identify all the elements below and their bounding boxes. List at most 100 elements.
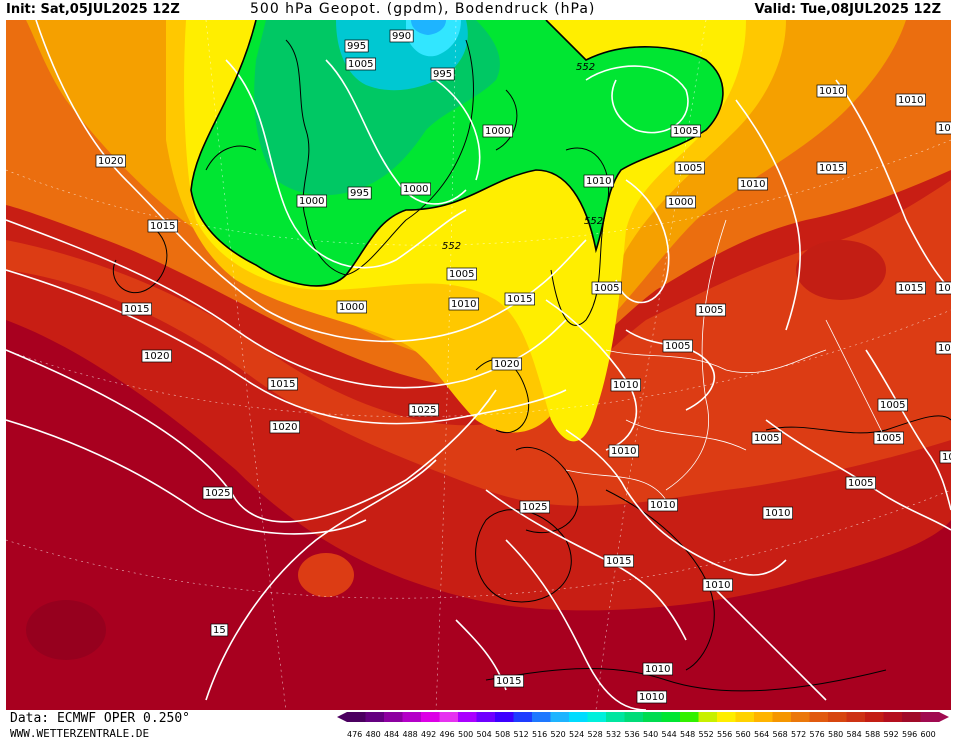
svg-text:1015: 1015 xyxy=(819,163,844,174)
init-time: Init: Sat,05JUL2025 12Z xyxy=(6,2,180,17)
isobar-label: 1015 xyxy=(935,121,951,135)
legend-swatch xyxy=(587,712,607,722)
legend-swatch xyxy=(402,712,422,722)
isobar-label: 1020 xyxy=(491,357,522,371)
legend-tick-label: 508 xyxy=(495,730,510,739)
legend-tick-label: 512 xyxy=(514,730,529,739)
svg-text:1015: 1015 xyxy=(606,556,631,567)
legend-tick-label: 564 xyxy=(754,730,769,739)
svg-text:1005: 1005 xyxy=(942,452,951,463)
height-label: 552 xyxy=(576,62,595,73)
legend-swatch xyxy=(828,712,847,722)
legend-tick-label: 592 xyxy=(884,730,899,739)
legend-tick-label: 552 xyxy=(699,730,714,739)
legend-swatch xyxy=(495,712,514,722)
svg-text:1005: 1005 xyxy=(754,433,779,444)
legend-tick-label: 492 xyxy=(421,730,436,739)
legend-tick-label: 520 xyxy=(551,730,566,739)
isobar-label: 1020 xyxy=(95,154,126,168)
legend-swatch xyxy=(532,712,551,722)
contour-552-gpdm xyxy=(190,20,724,287)
legend-arrow-left xyxy=(337,712,347,722)
legend-swatch xyxy=(569,712,588,722)
legend-tick-label: 500 xyxy=(458,730,473,739)
svg-text:1010: 1010 xyxy=(819,86,844,97)
isobar-label: 1015 xyxy=(816,161,847,175)
isobar-label: 1010 xyxy=(647,498,678,512)
legend-tick-label: 588 xyxy=(865,730,880,739)
isobar-label: 1010 xyxy=(642,662,673,676)
graticule xyxy=(6,20,951,710)
isobar-label: 1025 xyxy=(202,486,233,500)
svg-text:1005: 1005 xyxy=(673,126,698,137)
legend-tick-label: 576 xyxy=(810,730,825,739)
height-labels: 552 552 552 xyxy=(442,62,603,252)
height-label: 552 xyxy=(584,216,603,227)
isobar-label: 1010 xyxy=(636,690,667,704)
svg-text:1010: 1010 xyxy=(611,446,636,457)
svg-text:15: 15 xyxy=(213,625,226,636)
borders xyxy=(565,219,887,501)
legend-swatch xyxy=(606,712,625,722)
svg-text:995: 995 xyxy=(350,188,369,199)
svg-text:1010: 1010 xyxy=(740,179,765,190)
isobar-label: 1005 xyxy=(591,281,622,295)
isobar-label: 1005 xyxy=(662,339,693,353)
legend-tick-label: 524 xyxy=(569,730,584,739)
svg-text:1005: 1005 xyxy=(665,341,690,352)
svg-text:1010: 1010 xyxy=(765,508,790,519)
fill-darkest-red-spot xyxy=(26,600,106,660)
legend-tick-label: 484 xyxy=(384,730,399,739)
legend-tick-label: 560 xyxy=(736,730,751,739)
height-label: 552 xyxy=(442,241,461,252)
svg-text:1010: 1010 xyxy=(650,500,675,511)
isobar-label: 1010 xyxy=(895,93,926,107)
svg-text:1005: 1005 xyxy=(348,59,373,70)
svg-text:1005: 1005 xyxy=(880,400,905,411)
legend-swatch xyxy=(920,712,940,722)
legend-swatch xyxy=(902,712,921,722)
isobar-label: 1015 xyxy=(267,377,298,391)
svg-text:1020: 1020 xyxy=(144,351,169,362)
legend-swatch xyxy=(347,712,366,722)
svg-text:1000: 1000 xyxy=(668,197,693,208)
legend-tick-label: 596 xyxy=(902,730,917,739)
svg-text:1020: 1020 xyxy=(938,283,951,294)
fill-red-orange xyxy=(6,180,951,506)
isobar-label: 1020 xyxy=(141,349,172,363)
svg-text:1015: 1015 xyxy=(507,294,532,305)
legend-tick-label: 516 xyxy=(532,730,547,739)
legend-tick-label: 568 xyxy=(773,730,788,739)
isobar-label: 1015 xyxy=(121,302,152,316)
svg-text:1015: 1015 xyxy=(150,221,175,232)
svg-text:1010: 1010 xyxy=(938,343,951,354)
data-source: Data: ECMWF OPER 0.250° xyxy=(10,711,191,726)
legend-tick-label: 544 xyxy=(662,730,677,739)
isobar-label: 1015 xyxy=(895,281,926,295)
svg-text:1020: 1020 xyxy=(272,422,297,433)
svg-text:1000: 1000 xyxy=(485,126,510,137)
isobar-label: 1005 xyxy=(873,431,904,445)
fill-blue-core xyxy=(411,20,446,35)
legend-swatch xyxy=(735,712,755,722)
svg-text:1005: 1005 xyxy=(594,283,619,294)
footer-bar: Data: ECMWF OPER 0.250° WWW.WETTERZENTRA… xyxy=(0,710,959,741)
isobar-label: 1005 xyxy=(695,303,726,317)
legend-tick-label: 572 xyxy=(791,730,806,739)
svg-text:1020: 1020 xyxy=(98,156,123,167)
legend-tick-label: 580 xyxy=(828,730,843,739)
isobar-label: 1010 xyxy=(816,84,847,98)
legend-swatch xyxy=(772,712,792,722)
isobar-label: 995 xyxy=(347,186,372,200)
svg-text:1025: 1025 xyxy=(522,502,547,513)
legend-swatch xyxy=(643,712,662,722)
isobar-label: 1005 xyxy=(674,161,705,175)
color-legend: 476 480 484 488 492 496 500 504 508 512 516 520 524 5… xyxy=(337,712,949,739)
isobar-label: 1010 xyxy=(608,444,639,458)
weather-map: 990 995 995 995 1000 1000 1000 1000 1000 1005 1005… xyxy=(6,20,951,710)
svg-text:1000: 1000 xyxy=(299,196,324,207)
svg-text:1005: 1005 xyxy=(698,305,723,316)
isobar-label: 1010 xyxy=(935,341,951,355)
legend-swatch xyxy=(680,712,699,722)
isobar-label: 15 xyxy=(210,623,229,637)
